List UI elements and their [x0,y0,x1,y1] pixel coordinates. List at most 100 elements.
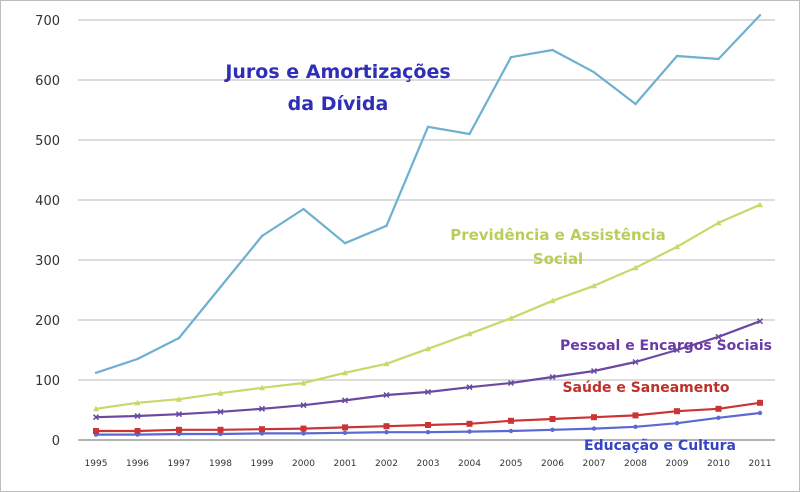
data-point [549,373,556,381]
data-point [176,426,182,433]
data-point [383,423,390,430]
data-point [675,54,679,58]
series-0 [94,14,762,374]
data-point [92,414,100,421]
data-point [591,426,597,431]
data-point [632,264,639,271]
x-tick-label: 1998 [209,459,232,469]
data-point [466,330,473,337]
data-point [384,430,389,435]
series-4 [93,410,763,437]
data-point [673,346,681,354]
x-tick-label: 2007 [583,459,606,469]
data-point [342,430,348,435]
x-tick-label: 2000 [292,459,315,469]
data-point [466,420,473,427]
data-point [259,431,265,436]
y-tick-label: 0 [52,434,60,449]
data-point [134,399,141,406]
data-point [674,421,680,426]
data-point [756,318,764,325]
x-tick-label: 2005 [500,459,523,469]
data-point [301,431,306,436]
x-tick-label: 2010 [707,459,730,469]
annotation-previdencia-line-1: Previdência e Assistência [450,226,666,244]
x-tick-label: 2008 [624,459,647,469]
data-point [217,426,224,433]
data-point [94,371,98,374]
data-point [258,405,266,412]
data-point [219,285,222,289]
data-point [591,414,597,421]
data-point [632,358,639,366]
data-point [757,410,763,416]
data-point [633,424,638,429]
y-tick-label: 700 [35,14,60,29]
x-tick-label: 2009 [666,459,689,469]
data-point [509,56,513,59]
data-point [715,405,722,412]
data-point [134,428,141,434]
data-point [634,102,637,106]
x-tick-label: 2003 [417,459,440,469]
x-tick-label: 2011 [749,459,772,469]
series-1 [93,201,763,412]
data-point [300,425,307,432]
annotation-pessoal: Pessoal e Encargos Sociais [560,338,772,354]
y-tick-label: 600 [35,74,60,89]
data-point [217,408,224,415]
data-point [508,428,514,434]
data-point [716,415,721,420]
data-point [757,399,763,406]
data-point [342,369,348,376]
data-point [300,380,307,386]
annotation-saude: Saúde e Saneamento [562,380,729,396]
data-point [260,234,264,238]
x-tick-label: 2002 [375,459,398,469]
axis-layer: 0 100 200 300 400 500 600 700 1995 1996 1997 1998 19… [35,14,775,469]
y-tick-label: 100 [35,374,60,389]
x-tick-label: 2006 [541,459,564,469]
data-point [300,402,307,409]
data-point [674,408,680,415]
y-tick-label: 300 [35,254,60,269]
annotation-juros-line-2: da Dívida [288,93,389,115]
data-point [426,125,430,128]
data-point [302,207,305,211]
data-point [136,357,139,361]
data-point [383,391,390,399]
data-point [717,57,720,61]
data-point [551,48,554,52]
data-point [757,201,763,208]
data-point [259,426,265,433]
data-point [632,412,639,419]
series-layer [92,14,764,437]
data-point [549,297,556,304]
data-point [217,390,224,396]
data-point [93,428,99,434]
data-point [134,412,141,420]
annotation-educacao: Educação e Cultura [584,438,736,454]
data-point [425,345,431,352]
data-point [466,384,473,391]
y-tick-label: 200 [35,314,60,329]
data-point [467,429,472,434]
data-point [383,360,390,367]
x-tick-label: 1997 [168,459,191,469]
data-point [758,14,762,17]
annotation-previdencia-line-2: Social [533,250,583,268]
data-point [385,224,388,227]
data-point [715,333,722,340]
x-tick-label: 2001 [334,459,357,469]
data-point [507,379,515,387]
data-point [508,315,514,321]
series-2 [92,318,764,421]
data-point [176,431,182,437]
data-point [343,242,347,245]
data-point [259,384,265,391]
data-point [176,396,182,402]
x-tick-label: 2004 [458,459,481,469]
